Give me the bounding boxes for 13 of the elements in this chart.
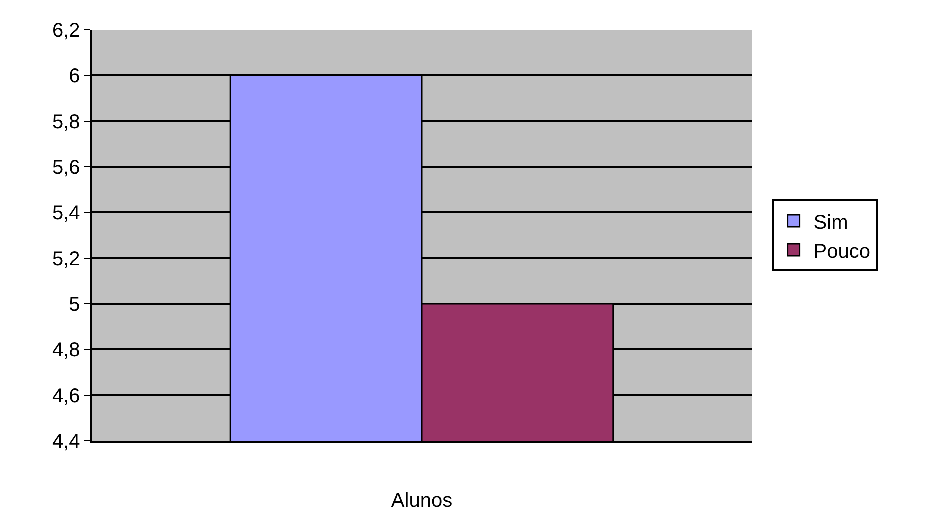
y-tick-label: 5,6 bbox=[52, 157, 80, 179]
y-tick-label: 5,4 bbox=[52, 202, 80, 225]
y-tick-label: 6 bbox=[69, 66, 80, 88]
y-tick-label: 4,4 bbox=[52, 431, 80, 453]
y-tick-label: 4,8 bbox=[52, 340, 80, 362]
y-tick-label: 6,2 bbox=[52, 20, 80, 42]
legend-label: Pouco bbox=[814, 240, 871, 263]
y-tick-label: 5 bbox=[69, 294, 80, 316]
y-tick-label: 5,2 bbox=[52, 248, 80, 270]
legend-label: Sim bbox=[814, 212, 848, 234]
y-tick-label: 4,6 bbox=[52, 385, 80, 408]
y-tick-label: 5,8 bbox=[52, 111, 80, 134]
x-tick-label: Alunos bbox=[391, 490, 453, 512]
